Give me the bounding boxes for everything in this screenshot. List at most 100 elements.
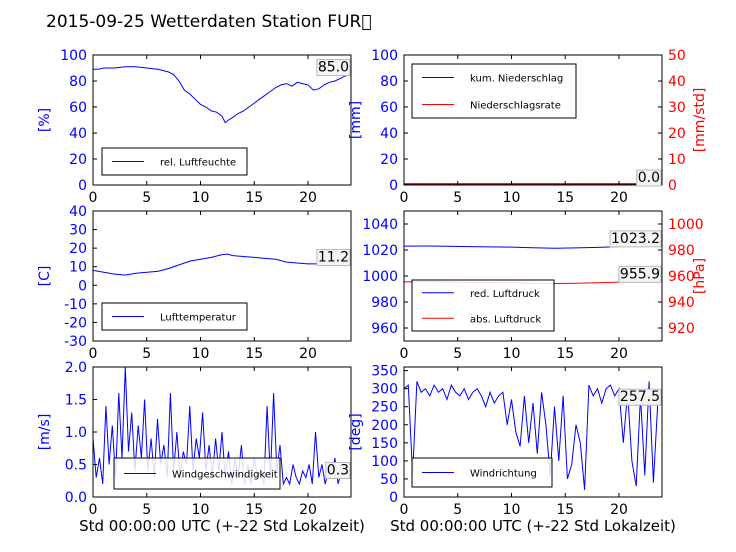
y-axis-label-right-pressure: [hPa] xyxy=(692,258,708,294)
y-right-tick-label-pressure-3: 980 xyxy=(668,243,695,259)
y-tick-label-winddirection-7: 350 xyxy=(371,364,398,380)
x-tick-label-humidity-2: 10 xyxy=(192,190,210,206)
x-tick-label-precipitation-3: 15 xyxy=(556,190,574,206)
series-line-winddirection-0 xyxy=(404,381,659,490)
y-right-tick-label-precipitation-3: 30 xyxy=(668,100,686,116)
x-tick-label-winddirection-0: 0 xyxy=(400,502,409,518)
series-line-temperature-0 xyxy=(93,253,351,276)
x-tick-label-winddirection-1: 5 xyxy=(453,502,462,518)
current-value-right-precipitation: 0.0 xyxy=(638,170,660,186)
panel-temperature: 0 5 10 15 20 -30 -20 -10 0 10 20 30 40 [C] 11.2 Lufttem… xyxy=(37,204,352,362)
x-tick-label-precipitation-0: 0 xyxy=(400,190,409,206)
x-tick-label-winddirection-3: 15 xyxy=(556,502,574,518)
legend-temperature: Lufttemperatur xyxy=(101,302,248,331)
current-value-right-precipitation-box xyxy=(636,169,662,187)
y-tick-label-precipitation-2: 40 xyxy=(380,126,398,142)
y-tick-label-windspeed-2: 1.0 xyxy=(65,425,87,441)
y-tick-label-temperature-6: 30 xyxy=(69,223,87,239)
y-tick-label-winddirection-1: 50 xyxy=(380,472,398,488)
x-tick-label-pressure-0: 0 xyxy=(400,346,409,362)
plot-frame-precipitation xyxy=(403,54,663,186)
y-right-tick-label-pressure-2: 960 xyxy=(668,269,695,285)
y-right-tick-label-precipitation-1: 10 xyxy=(668,152,686,168)
y-tick-label-pressure-1: 980 xyxy=(371,295,398,311)
figure-title: 2015-09-25 Wetterdaten Station FUR  xyxy=(46,12,372,32)
current-value-temperature: 11.2 xyxy=(318,249,349,265)
y-tick-label-temperature-0: -30 xyxy=(64,334,87,350)
legend-label-precipitation-1: Niederschlagsrate xyxy=(470,101,561,112)
legend-precipitation: kum. Niederschlag Niederschlagsrate xyxy=(411,63,577,119)
y-axis-label-winddirection: [deg] xyxy=(348,413,364,450)
y-tick-label-precipitation-4: 80 xyxy=(380,74,398,90)
y-tick-label-winddirection-0: 0 xyxy=(389,490,398,506)
legend-box-winddirection xyxy=(411,457,553,488)
current-value-pressure: 1023.2 xyxy=(611,231,660,247)
y-tick-label-pressure-0: 960 xyxy=(371,321,398,337)
legend-pressure: red. Luftdruck abs. Luftdruck xyxy=(411,279,555,332)
legend-label-windspeed-0: Windgeschwindigkeit xyxy=(172,470,278,481)
legend-box-precipitation xyxy=(411,63,577,119)
y-tick-label-temperature-4: 10 xyxy=(69,260,87,276)
series-line-humidity-0 xyxy=(93,66,351,124)
plot-frame-humidity xyxy=(92,54,352,186)
y-tick-label-precipitation-1: 20 xyxy=(380,152,398,168)
x-tick-label-humidity-1: 5 xyxy=(142,190,151,206)
y-tick-label-winddirection-6: 300 xyxy=(371,382,398,398)
y-tick-label-pressure-4: 1040 xyxy=(362,217,398,233)
plot-frame-temperature xyxy=(92,210,352,342)
legend-humidity: rel. Luftfeuchte xyxy=(101,147,248,176)
y-tick-label-winddirection-5: 250 xyxy=(371,400,398,416)
y-tick-label-pressure-3: 1020 xyxy=(362,243,398,259)
y-tick-label-winddirection-3: 150 xyxy=(371,436,398,452)
x-axis-label-windspeed: Std 00:00:00 UTC (+-22 Std Lokalzeit) xyxy=(79,517,365,535)
y-right-tick-label-pressure-0: 920 xyxy=(668,321,695,337)
x-tick-label-winddirection-4: 20 xyxy=(610,502,628,518)
y-right-tick-label-precipitation-0: 0 xyxy=(668,178,677,194)
y-tick-label-precipitation-0: 0 xyxy=(389,178,398,194)
x-tick-label-windspeed-4: 20 xyxy=(299,502,317,518)
legend-box-pressure xyxy=(411,279,555,332)
y-tick-label-temperature-5: 20 xyxy=(69,241,87,257)
y-axis-label-precipitation: [mm] xyxy=(348,101,364,139)
x-tick-label-humidity-3: 15 xyxy=(245,190,263,206)
y-axis-label-temperature: [C] xyxy=(37,266,53,287)
y-tick-label-winddirection-2: 100 xyxy=(371,454,398,470)
y-tick-label-precipitation-5: 100 xyxy=(371,48,398,64)
x-tick-label-pressure-4: 20 xyxy=(610,346,628,362)
legend-windspeed: Windgeschwindigkeit xyxy=(113,457,281,490)
x-tick-label-pressure-3: 15 xyxy=(556,346,574,362)
y-tick-label-humidity-2: 40 xyxy=(69,126,87,142)
y-tick-label-temperature-7: 40 xyxy=(69,204,87,220)
panel-pressure: 0 5 10 15 20 960 980 1000 1020 1040 920 940 960 980 10… xyxy=(362,210,708,362)
y-tick-label-windspeed-1: 0.5 xyxy=(65,458,87,474)
x-axis-label-winddirection: Std 00:00:00 UTC (+-22 Std Lokalzeit) xyxy=(390,517,676,535)
current-value-right-pressure: 955.9 xyxy=(620,266,660,282)
x-tick-label-temperature-2: 10 xyxy=(192,346,210,362)
current-value-right-pressure-box xyxy=(618,265,662,283)
plot-frame-winddirection xyxy=(403,366,663,498)
panel-precipitation: 0 5 10 15 20 0 20 40 60 80 100 0 10 20 30 40 50 [mm] [mm/s… xyxy=(348,48,708,206)
x-tick-label-pressure-2: 10 xyxy=(503,346,521,362)
x-tick-label-windspeed-3: 15 xyxy=(245,502,263,518)
y-tick-label-temperature-3: 0 xyxy=(78,278,87,294)
y-tick-label-humidity-1: 20 xyxy=(69,152,87,168)
y-tick-label-humidity-5: 100 xyxy=(60,48,87,64)
y-tick-label-temperature-2: -10 xyxy=(64,297,87,313)
x-tick-label-temperature-4: 20 xyxy=(299,346,317,362)
y-right-tick-label-precipitation-5: 50 xyxy=(668,48,686,64)
panel-windspeed: 0 5 10 15 20 0.0 0.5 1.0 1.5 2.0 [m/s] Std 00:00:00… xyxy=(37,360,365,535)
y-tick-label-temperature-1: -20 xyxy=(64,315,87,331)
current-value-winddirection-box xyxy=(618,388,662,406)
x-tick-label-temperature-1: 5 xyxy=(142,346,151,362)
x-tick-label-temperature-0: 0 xyxy=(89,346,98,362)
legend-label-winddirection-0: Windrichtung xyxy=(470,469,537,480)
x-tick-label-precipitation-2: 10 xyxy=(503,190,521,206)
legend-label-pressure-1: abs. Luftdruck xyxy=(470,314,541,325)
y-tick-label-humidity-3: 60 xyxy=(69,100,87,116)
x-tick-label-humidity-0: 0 xyxy=(89,190,98,206)
x-tick-label-precipitation-4: 20 xyxy=(610,190,628,206)
x-tick-label-windspeed-2: 10 xyxy=(192,502,210,518)
y-right-tick-label-pressure-1: 940 xyxy=(668,295,695,311)
